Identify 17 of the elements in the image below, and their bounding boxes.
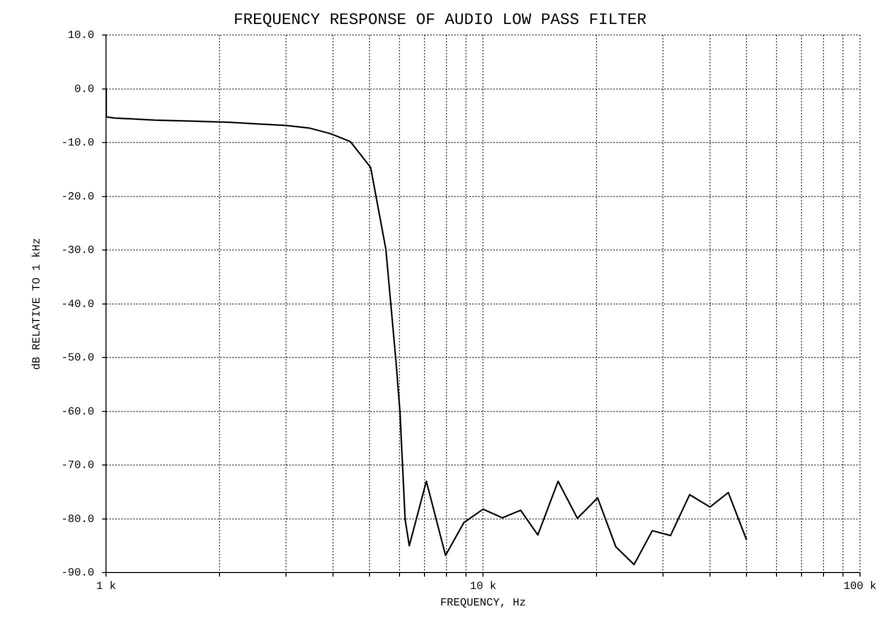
x-axis-title: FREQUENCY, Hz (440, 597, 526, 610)
x-tick-label: 1 k (96, 581, 116, 594)
y-tick-label: -90.0 (61, 568, 94, 580)
y-tick-label: -10.0 (61, 138, 94, 150)
x-tick-label: 100 k (843, 581, 877, 594)
y-tick-label: -80.0 (61, 514, 94, 526)
y-tick-label: -70.0 (61, 460, 94, 472)
y-axis-title: dB RELATIVE TO 1 kHz (32, 238, 44, 370)
y-tick-label: -40.0 (61, 298, 94, 311)
chart-title: FREQUENCY RESPONSE OF AUDIO LOW PASS FILTER (234, 10, 647, 29)
y-tick-label: 10.0 (68, 30, 94, 42)
y-tick-label: -60.0 (61, 406, 94, 418)
y-tick-label: -20.0 (61, 191, 94, 204)
y-tick-label: -30.0 (61, 245, 94, 258)
x-tick-label: 10 k (470, 581, 497, 594)
y-tick-label: -50.0 (61, 352, 94, 365)
y-tick-label: 0.0 (74, 84, 94, 96)
